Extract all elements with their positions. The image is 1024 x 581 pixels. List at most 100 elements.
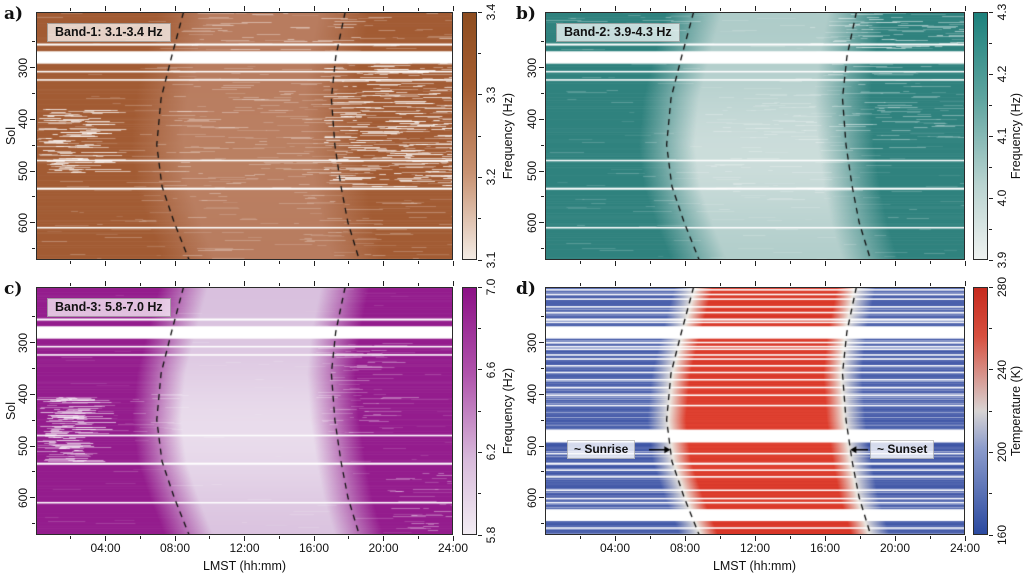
x-major-tick: [684, 536, 686, 541]
x-minor-tick: [417, 283, 419, 286]
x-minor-tick: [719, 536, 721, 539]
y-major-tick: [30, 222, 35, 224]
y-major-tick: [539, 342, 544, 344]
y-tick-label: 300: [16, 332, 30, 353]
x-tick-label: 08:00: [669, 541, 701, 555]
panel-letter-d: d): [516, 279, 536, 299]
x-major-tick: [754, 6, 756, 11]
x-major-tick: [824, 536, 826, 541]
y-major-tick: [539, 393, 544, 395]
x-minor-tick: [348, 8, 350, 11]
colorbar-minor-tick: [478, 410, 481, 412]
x-tick-label: 20:00: [368, 541, 399, 555]
x-minor-tick: [417, 8, 419, 11]
band-label-a: Band-1: 3.1-3.4 Hz: [47, 23, 171, 42]
x-minor-tick: [789, 8, 791, 11]
x-minor-tick: [649, 283, 651, 286]
y-tick-label: 600: [16, 487, 30, 508]
x-major-tick: [105, 536, 106, 541]
x-tick-label: 24:00: [437, 541, 469, 555]
colorbar-minor-tick: [478, 218, 481, 220]
x-minor-tick: [859, 8, 861, 11]
x-axis-title-left: LMST (hh:mm): [202, 559, 287, 573]
y-minor-tick: [541, 419, 544, 421]
x-minor-tick: [348, 283, 350, 286]
colorbar-major-tick: [478, 451, 482, 453]
y-major-tick: [30, 342, 35, 344]
colorbar-b: [973, 12, 988, 260]
colorbar-gradient-d: [973, 287, 988, 535]
x-major-tick: [614, 261, 616, 266]
y-major-tick: [30, 67, 35, 69]
y-tick-label: 400: [16, 109, 30, 130]
heatmap-panel-b: Band-2: 3.9-4.3 Hz: [545, 12, 965, 260]
y-major-tick: [30, 118, 35, 120]
y-minor-tick: [541, 471, 544, 473]
x-major-tick: [754, 261, 756, 266]
colorbar-title-b: Frequency (Hz): [1009, 92, 1023, 180]
x-axis-title-right: LMST (hh:mm): [712, 559, 797, 573]
x-minor-tick: [859, 283, 861, 286]
colorbar-minor-tick: [478, 327, 481, 329]
y-tick-label: 500: [16, 436, 30, 457]
x-major-tick: [244, 536, 245, 541]
x-major-tick: [105, 261, 106, 266]
x-major-tick: [244, 261, 245, 266]
x-major-tick: [383, 261, 384, 266]
x-major-tick: [684, 6, 686, 11]
colorbar-tick-label: 6.6: [484, 361, 498, 378]
y-minor-tick: [541, 523, 544, 525]
y-tick-label: 600: [525, 487, 539, 508]
x-minor-tick: [859, 261, 861, 264]
colorbar-d: [973, 287, 988, 535]
y-tick-label: 400: [525, 384, 539, 405]
x-major-tick: [174, 536, 176, 541]
colorbar-tick-label: 4.1: [995, 127, 1009, 145]
x-minor-tick: [209, 536, 211, 539]
colorbar-tick-label: 4.0: [995, 189, 1009, 207]
y-minor-tick: [541, 316, 544, 318]
colorbar-major-tick: [989, 286, 993, 288]
colorbar-tick-label: 7.0: [484, 278, 498, 296]
colorbar-major-tick: [989, 451, 993, 453]
colorbar-tick-label: 200: [995, 442, 1009, 463]
y-major-tick: [539, 222, 544, 224]
colorbar-major-tick: [478, 176, 482, 178]
colorbar-tick-label: 160: [995, 524, 1009, 546]
colorbar-tick-label: 3.1: [484, 251, 498, 269]
colorbar-minor-tick: [989, 228, 992, 230]
y-tick-label: 500: [525, 436, 539, 457]
x-major-tick: [614, 6, 616, 11]
colorbar-minor-tick: [478, 493, 481, 495]
x-minor-tick: [719, 283, 721, 286]
x-major-tick: [105, 281, 106, 286]
x-major-tick: [452, 536, 454, 541]
y-major-tick: [539, 170, 544, 172]
x-minor-tick: [139, 536, 141, 539]
x-tick-label: 24:00: [949, 541, 981, 555]
x-tick-label: 12:00: [739, 541, 771, 555]
colorbar-major-tick: [989, 11, 993, 13]
x-minor-tick: [70, 536, 72, 539]
heatmap-panel-c: Band-3: 5.8-7.0 Hz: [36, 287, 453, 535]
y-major-tick: [30, 170, 35, 172]
y-major-tick: [539, 118, 544, 120]
x-minor-tick: [417, 536, 419, 539]
colorbar-minor-tick: [989, 166, 992, 168]
colorbar-tick-label: 240: [995, 359, 1009, 380]
x-minor-tick: [70, 261, 72, 264]
x-minor-tick: [209, 8, 211, 11]
y-axis-title-top: Sol: [4, 126, 18, 146]
x-tick-label: 04:00: [90, 541, 121, 555]
colorbar-c: [462, 287, 477, 535]
colorbar-major-tick: [478, 259, 482, 261]
sunset-annotation: ~ Sunset: [870, 440, 935, 459]
y-minor-tick: [541, 196, 544, 198]
sunrise-annotation: ~ Sunrise: [567, 440, 636, 459]
x-major-tick: [383, 536, 384, 541]
x-minor-tick: [139, 283, 141, 286]
colorbar-major-tick: [478, 286, 482, 288]
x-major-tick: [244, 281, 245, 286]
x-minor-tick: [139, 8, 141, 11]
band-label-b: Band-2: 3.9-4.3 Hz: [556, 23, 680, 42]
